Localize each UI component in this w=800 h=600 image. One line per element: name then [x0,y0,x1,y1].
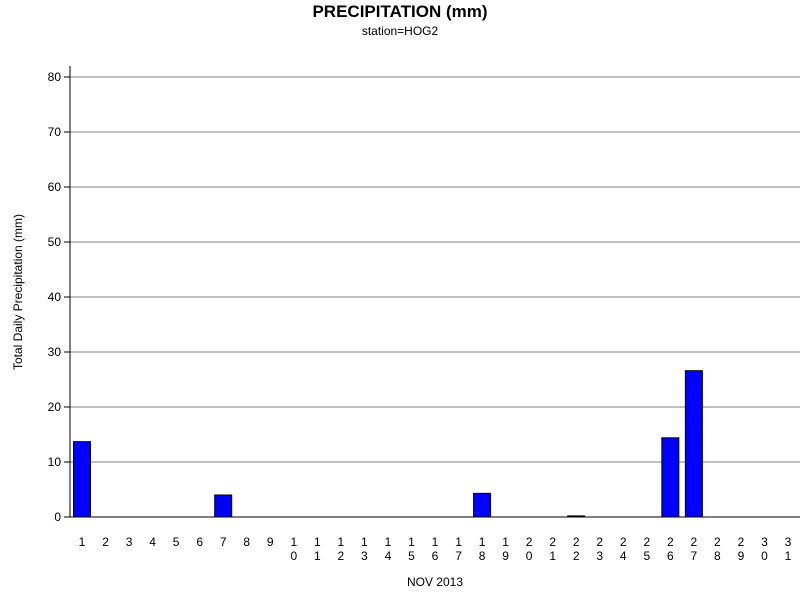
bar-day-7 [214,494,233,518]
x-tick-label: 2 [102,535,109,549]
gridlines [70,76,800,463]
bar-day-26 [661,437,680,518]
x-tick-label: 6 [196,535,203,549]
bar-day-18 [473,492,492,518]
x-tick-label: 5 [173,535,180,549]
x-axis-label: NOV 2013 [407,575,463,589]
x-tick-label: 4 [149,535,156,549]
y-tick-label: 70 [48,125,62,139]
x-tick-label: 9 [267,535,274,549]
y-tick-label: 10 [48,455,62,469]
x-tick-label: 3 [126,535,133,549]
axes [64,66,800,518]
x-tick-label: 8 [243,535,250,549]
y-tick-labels: 0 10 20 30 40 50 60 70 80 [48,70,62,524]
y-tick-label: 30 [48,345,62,359]
x-tick-label: 1 [79,535,86,549]
y-tick-label: 0 [54,510,61,524]
y-tick-label: 60 [48,180,62,194]
y-axis-label: Total Daily Precipitation (mm) [11,214,25,370]
chart-title: PRECIPITATION (mm) [312,2,487,21]
bar-day-1 [73,441,91,518]
y-tick-label: 40 [48,290,62,304]
x-tick-label: 7 [220,535,227,549]
y-tick-label: 50 [48,235,62,249]
bars [73,370,703,518]
y-tick-label: 20 [48,400,62,414]
y-tick-label: 80 [48,70,62,84]
chart-subtitle: station=HOG2 [362,24,439,38]
x-tick-labels: 1 2 3 4 5 6 7 8 9 1 01 11 21 31 41 51 61 71 81 92 02 12 22 32 42… [79,535,792,563]
bar-day-27 [684,370,703,518]
